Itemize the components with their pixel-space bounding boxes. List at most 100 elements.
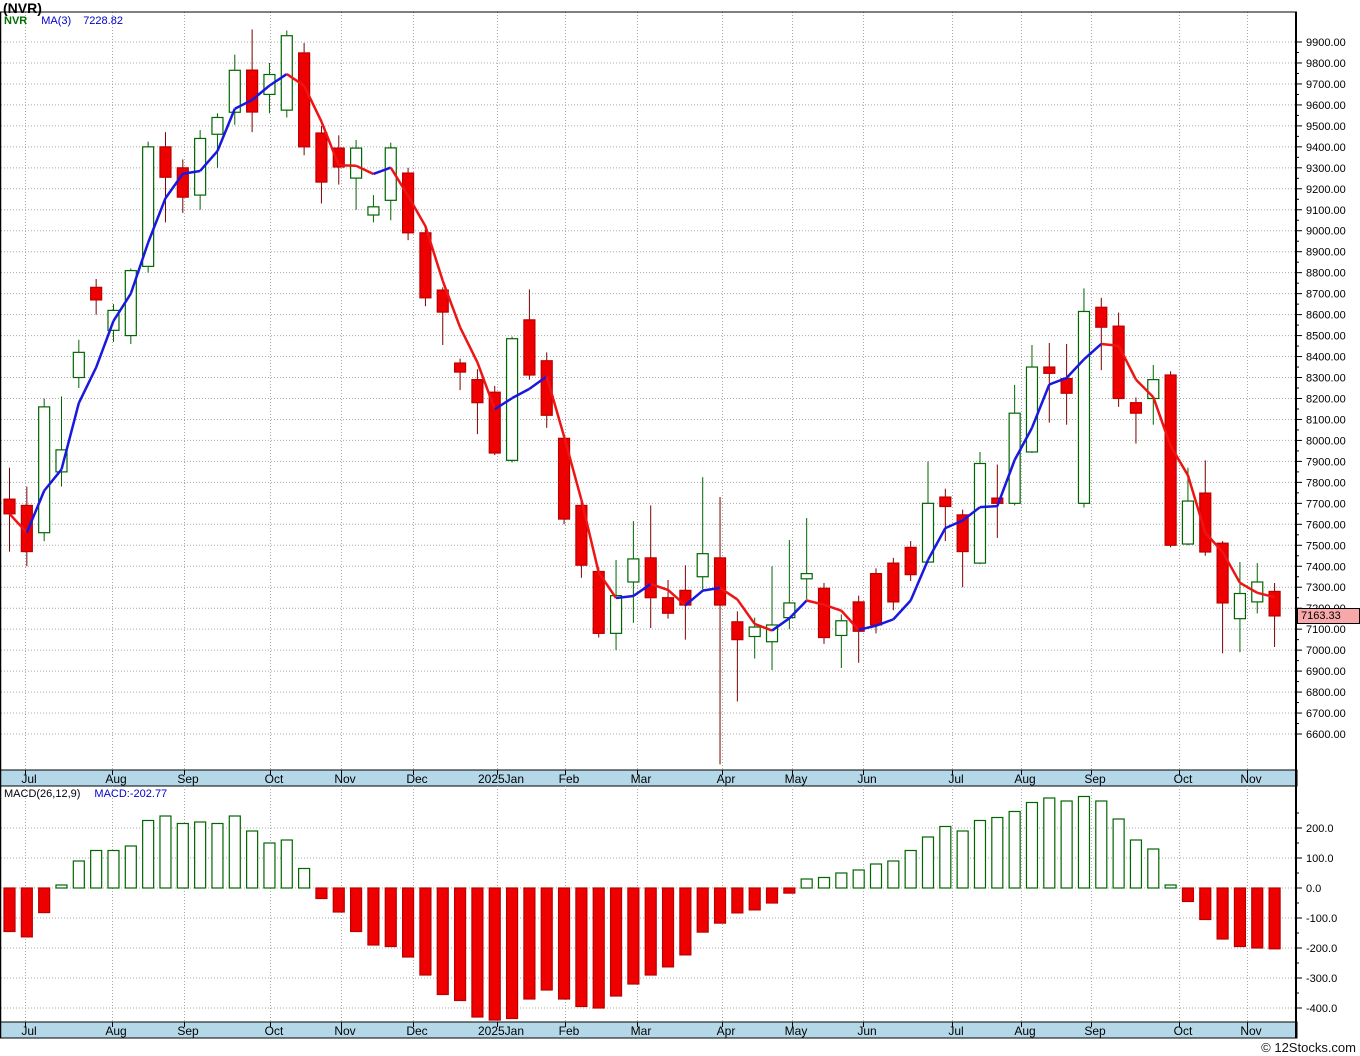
candle-body	[609, 595, 623, 634]
macd-bar	[939, 825, 952, 889]
price-axis-label: 7300.00	[1306, 582, 1346, 594]
candle-body	[1268, 590, 1281, 617]
macd-bar	[1216, 887, 1229, 940]
ma-line-segment	[788, 599, 808, 620]
candle-body	[592, 570, 605, 634]
ma-value: 7228.82	[83, 15, 123, 27]
macd-bar	[1164, 884, 1177, 889]
month-label: Aug	[1014, 772, 1035, 786]
month-label: 2025Jan	[478, 772, 524, 786]
month-label: Jul	[948, 1024, 963, 1038]
price-axis-label: 9000.00	[1306, 226, 1346, 238]
ma-line-segment	[1065, 358, 1085, 379]
macd-bar	[523, 887, 536, 1000]
price-axis-label: 9700.00	[1306, 79, 1346, 91]
month-label: Apr	[717, 1024, 736, 1038]
month-label: Aug	[105, 772, 126, 786]
ma-line-segment	[1013, 427, 1034, 461]
macd-bar	[176, 822, 189, 889]
macd-bar	[1095, 800, 1108, 889]
ma-line-segment	[8, 512, 28, 534]
ma-line-segment	[94, 320, 115, 368]
ma-line-segment	[251, 84, 271, 101]
candle-body	[1060, 377, 1073, 394]
price-axis-label: 9500.00	[1306, 121, 1346, 133]
macd-bar	[1181, 887, 1195, 903]
ma-line-segment	[754, 622, 773, 632]
price-axis-label: 6800.00	[1306, 687, 1346, 699]
ma-line-segment	[1152, 396, 1172, 447]
candle-body	[800, 572, 813, 580]
month-label: Mar	[631, 1024, 652, 1038]
candle-body	[644, 557, 657, 599]
ma-line-segment	[320, 121, 340, 166]
month-label: Feb	[559, 1024, 580, 1038]
macd-bar	[350, 887, 363, 933]
candle-body	[973, 462, 987, 564]
month-label: Nov	[334, 1024, 355, 1038]
price-axis-label: 7900.00	[1306, 456, 1346, 468]
ma-line-segment	[1117, 345, 1138, 381]
ma-line-segment	[494, 397, 513, 411]
candle-body	[159, 146, 172, 178]
candle-body	[696, 553, 709, 578]
candle-body	[194, 137, 207, 196]
candle-body	[1077, 310, 1091, 504]
ma-line-segment	[146, 197, 167, 244]
ma-line-segment	[771, 617, 791, 632]
month-label: May	[785, 1024, 808, 1038]
ma-line-segment	[719, 586, 739, 601]
current-price-flag: 7163.33	[1297, 608, 1360, 624]
macd-bar	[211, 822, 224, 889]
candle-body	[298, 52, 311, 148]
macd-axis-label: -100.0	[1306, 913, 1337, 925]
price-axis-label: 8000.00	[1306, 435, 1346, 447]
ma-line-segment	[615, 594, 634, 600]
macd-bar	[332, 887, 345, 913]
candle-body	[453, 362, 467, 373]
ma-line-segment	[60, 402, 81, 470]
candle-body	[869, 572, 883, 626]
ma-line-segment	[1048, 376, 1068, 386]
macd-bar	[315, 887, 328, 900]
ma-line-segment	[129, 242, 150, 295]
month-label: Oct	[265, 1024, 284, 1038]
candle-body	[1164, 374, 1177, 546]
ma-line-segment	[562, 436, 583, 501]
month-label: Nov	[1240, 1024, 1261, 1038]
macd-bar	[20, 887, 33, 938]
ma-line-segment	[840, 609, 860, 631]
candle-body	[1233, 592, 1247, 620]
macd-bar	[696, 887, 709, 933]
month-label: 2025Jan	[478, 1024, 524, 1038]
candle-body	[731, 621, 744, 641]
price-axis-label: 8700.00	[1306, 289, 1346, 301]
ma-line-segment	[736, 598, 756, 625]
macd-bar	[3, 887, 16, 933]
macd-bar	[38, 887, 51, 914]
price-axis-label: 6700.00	[1306, 708, 1346, 720]
candle-body	[817, 587, 831, 639]
price-axis-label: 9400.00	[1306, 142, 1346, 154]
copyright-watermark: © 12Stocks.com	[1261, 1040, 1356, 1055]
macd-axis-label: -300.0	[1306, 973, 1337, 985]
ma-label: MA(3)	[41, 15, 72, 27]
macd-bar	[55, 884, 68, 889]
candle-body	[765, 624, 779, 643]
ticker-symbol: NVR	[4, 15, 28, 27]
ma-line-segment	[1204, 531, 1224, 553]
month-label: Nov	[334, 772, 355, 786]
macd-bar	[904, 849, 917, 889]
macd-axis-label: -200.0	[1306, 943, 1337, 955]
ma-line-segment	[1083, 343, 1103, 361]
candle-body	[367, 206, 380, 216]
month-label: Nov	[1240, 772, 1261, 786]
candle-body	[852, 601, 865, 632]
macd-bar	[194, 821, 207, 889]
macd-bar	[90, 849, 103, 889]
macd-bar	[661, 887, 675, 968]
ma-line-segment	[979, 504, 998, 509]
month-label: Apr	[717, 772, 736, 786]
candle-body	[748, 626, 761, 638]
